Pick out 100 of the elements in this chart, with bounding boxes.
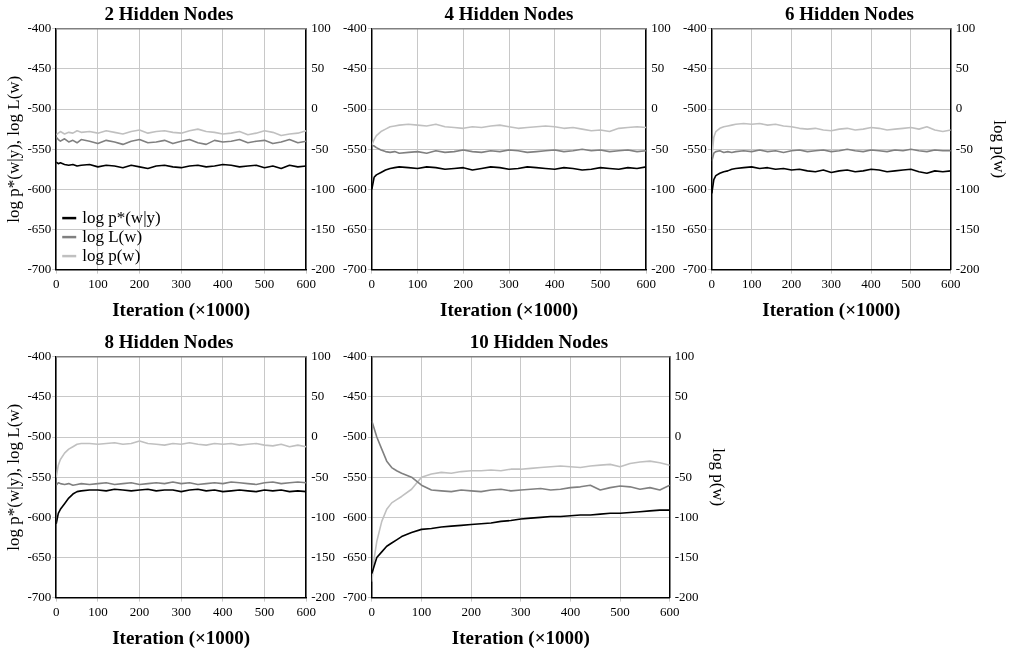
y2-tick-label: -50 bbox=[955, 140, 974, 156]
x-tick-label: 400 bbox=[861, 275, 881, 291]
y-axis-title: log p*(w|y), log L(w) bbox=[3, 75, 23, 223]
y-tick-label: -650 bbox=[27, 220, 52, 236]
y2-tick-label: -100 bbox=[311, 180, 336, 196]
y2-tick-label: 0 bbox=[311, 100, 318, 116]
x-tick-label: 500 bbox=[254, 275, 275, 291]
x-tick-label: 0 bbox=[52, 603, 60, 619]
x-tick-label: 600 bbox=[660, 603, 680, 619]
y-axis-title: log p*(w|y), log L(w) bbox=[3, 403, 23, 551]
x-tick-label: 100 bbox=[411, 603, 432, 619]
x-tick-label: 200 bbox=[461, 603, 481, 619]
x-tick-label: 300 bbox=[511, 603, 531, 619]
x-tick-label: 100 bbox=[407, 275, 428, 291]
y2-tick-label: 50 bbox=[674, 388, 688, 404]
y2-tick-label: 100 bbox=[955, 20, 976, 36]
y-tick-label: -650 bbox=[27, 548, 52, 564]
x-axis-title: Iteration (×1000) bbox=[762, 298, 901, 321]
x-axis-title: Iteration (×1000) bbox=[112, 298, 251, 321]
y2-tick-label: 0 bbox=[674, 428, 682, 444]
y2-tick-label: -200 bbox=[955, 261, 980, 277]
y-tick-label: -700 bbox=[682, 261, 707, 277]
y-tick-label: -500 bbox=[342, 428, 367, 444]
y-tick-label: -450 bbox=[342, 60, 367, 76]
y-tick-label: -700 bbox=[342, 261, 367, 277]
x-tick-label: 300 bbox=[171, 275, 191, 291]
x-tick-label: 0 bbox=[368, 275, 376, 291]
y-tick-label: -650 bbox=[682, 220, 707, 236]
legend-label: log p(w) bbox=[82, 245, 141, 265]
x-tick-label: 200 bbox=[129, 603, 150, 619]
x-tick-label: 200 bbox=[453, 275, 474, 291]
chart-title: 8 Hidden Nodes bbox=[104, 331, 234, 353]
y-tick-label: -500 bbox=[682, 100, 707, 116]
x-axis-title: Iteration (×1000) bbox=[451, 626, 590, 649]
x-tick-label: 100 bbox=[741, 275, 762, 291]
x-tick-label: 300 bbox=[171, 603, 191, 619]
y-tick-label: -600 bbox=[342, 508, 367, 524]
y2-tick-label: 100 bbox=[674, 348, 695, 364]
y-tick-label: -600 bbox=[27, 508, 52, 524]
y-tick-label: -400 bbox=[342, 348, 367, 364]
y2-tick-label: 0 bbox=[651, 100, 658, 116]
chart-title: 2 Hidden Nodes bbox=[104, 3, 234, 25]
y2-tick-label: 50 bbox=[311, 388, 325, 404]
y-tick-label: -700 bbox=[342, 589, 367, 605]
y2-tick-label: -200 bbox=[311, 261, 336, 277]
legend-label: log L(w) bbox=[82, 226, 143, 246]
y-tick-label: -550 bbox=[27, 468, 52, 484]
x-tick-label: 400 bbox=[213, 603, 233, 619]
y-tick-label: -450 bbox=[342, 388, 367, 404]
y2-tick-label: 100 bbox=[311, 20, 331, 36]
y2-tick-label: -200 bbox=[674, 589, 699, 605]
y2-tick-label: -100 bbox=[651, 180, 676, 196]
x-axis-title: Iteration (×1000) bbox=[112, 626, 251, 649]
y-tick-label: -650 bbox=[342, 220, 367, 236]
y-tick-label: -700 bbox=[27, 261, 52, 277]
chart-title: 4 Hidden Nodes bbox=[444, 3, 574, 25]
y2-tick-label: -50 bbox=[311, 468, 329, 484]
y2-tick-label: -100 bbox=[674, 508, 699, 524]
y2-tick-label: -100 bbox=[955, 180, 980, 196]
x-tick-label: 500 bbox=[254, 603, 275, 619]
chart-title: 6 Hidden Nodes bbox=[785, 3, 914, 25]
y2-tick-label: -50 bbox=[651, 140, 669, 156]
y2-tick-label: -150 bbox=[674, 548, 699, 564]
x-tick-label: 500 bbox=[610, 603, 630, 619]
y-tick-label: -450 bbox=[682, 60, 707, 76]
legend-label: log p*(w|y) bbox=[82, 207, 161, 227]
x-tick-label: 300 bbox=[499, 275, 519, 291]
y-tick-label: -400 bbox=[342, 20, 367, 36]
y-tick-label: -650 bbox=[342, 548, 367, 564]
x-tick-label: 400 bbox=[544, 275, 565, 291]
y2-tick-label: 50 bbox=[311, 60, 325, 76]
y2-tick-label: -200 bbox=[651, 261, 676, 277]
x-tick-label: 200 bbox=[781, 275, 802, 291]
y2-tick-label: -50 bbox=[311, 140, 329, 156]
y2-tick-label: 0 bbox=[311, 428, 318, 444]
y2-tick-label: -150 bbox=[955, 220, 980, 236]
y2-tick-label: 0 bbox=[955, 100, 963, 116]
x-tick-label: 100 bbox=[88, 275, 108, 291]
y-tick-label: -600 bbox=[27, 180, 52, 196]
y-tick-label: -400 bbox=[27, 20, 52, 36]
y2-tick-label: -200 bbox=[311, 589, 336, 605]
y-tick-label: -450 bbox=[27, 60, 52, 76]
chart-title: 10 Hidden Nodes bbox=[469, 331, 609, 353]
x-tick-label: 500 bbox=[590, 275, 611, 291]
x-axis-title: Iteration (×1000) bbox=[440, 298, 578, 321]
x-tick-label: 600 bbox=[296, 603, 316, 619]
x-tick-label: 0 bbox=[52, 275, 60, 291]
y-tick-label: -550 bbox=[342, 140, 367, 156]
y-tick-label: -550 bbox=[342, 468, 367, 484]
y-tick-label: -550 bbox=[27, 140, 52, 156]
x-tick-label: 400 bbox=[213, 275, 233, 291]
y2-tick-label: 50 bbox=[955, 60, 969, 76]
y2-tick-label: -150 bbox=[651, 220, 676, 236]
x-tick-label: 0 bbox=[368, 603, 376, 619]
y-tick-label: -700 bbox=[27, 589, 52, 605]
y-tick-label: -500 bbox=[27, 100, 52, 116]
y-tick-label: -600 bbox=[342, 180, 367, 196]
y2-tick-label: 100 bbox=[311, 348, 331, 364]
x-tick-label: 500 bbox=[901, 275, 921, 291]
y2-tick-label: -100 bbox=[311, 508, 336, 524]
